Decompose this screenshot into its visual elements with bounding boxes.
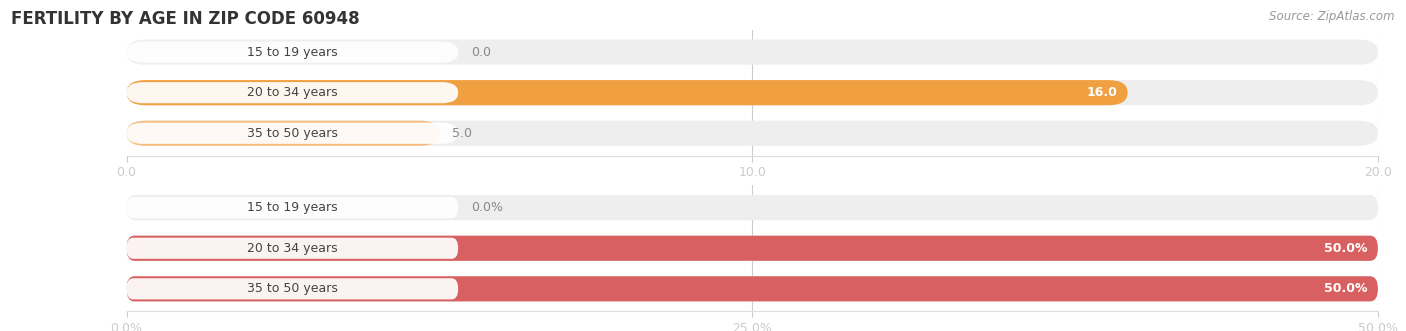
Text: 5.0: 5.0 bbox=[451, 127, 472, 140]
Text: FERTILITY BY AGE IN ZIP CODE 60948: FERTILITY BY AGE IN ZIP CODE 60948 bbox=[11, 10, 360, 28]
FancyBboxPatch shape bbox=[127, 39, 1378, 65]
Text: 20 to 34 years: 20 to 34 years bbox=[247, 242, 337, 255]
FancyBboxPatch shape bbox=[127, 80, 1378, 105]
Text: 35 to 50 years: 35 to 50 years bbox=[247, 282, 337, 295]
FancyBboxPatch shape bbox=[127, 276, 1378, 302]
FancyBboxPatch shape bbox=[127, 41, 458, 63]
Text: 20 to 34 years: 20 to 34 years bbox=[247, 86, 337, 99]
FancyBboxPatch shape bbox=[127, 236, 1378, 261]
Text: 0.0: 0.0 bbox=[471, 46, 491, 59]
Text: Source: ZipAtlas.com: Source: ZipAtlas.com bbox=[1270, 10, 1395, 23]
FancyBboxPatch shape bbox=[127, 121, 439, 146]
FancyBboxPatch shape bbox=[127, 82, 458, 103]
FancyBboxPatch shape bbox=[127, 80, 1128, 105]
FancyBboxPatch shape bbox=[127, 276, 1378, 302]
FancyBboxPatch shape bbox=[127, 278, 458, 300]
FancyBboxPatch shape bbox=[127, 195, 1378, 220]
FancyBboxPatch shape bbox=[127, 123, 458, 144]
Text: 15 to 19 years: 15 to 19 years bbox=[247, 201, 337, 214]
Text: 15 to 19 years: 15 to 19 years bbox=[247, 46, 337, 59]
Text: 16.0: 16.0 bbox=[1087, 86, 1118, 99]
Text: 35 to 50 years: 35 to 50 years bbox=[247, 127, 337, 140]
Text: 0.0%: 0.0% bbox=[471, 201, 503, 214]
FancyBboxPatch shape bbox=[127, 121, 1378, 146]
FancyBboxPatch shape bbox=[127, 197, 458, 218]
Text: 50.0%: 50.0% bbox=[1324, 242, 1368, 255]
FancyBboxPatch shape bbox=[127, 236, 1378, 261]
FancyBboxPatch shape bbox=[127, 238, 458, 259]
Text: 50.0%: 50.0% bbox=[1324, 282, 1368, 295]
